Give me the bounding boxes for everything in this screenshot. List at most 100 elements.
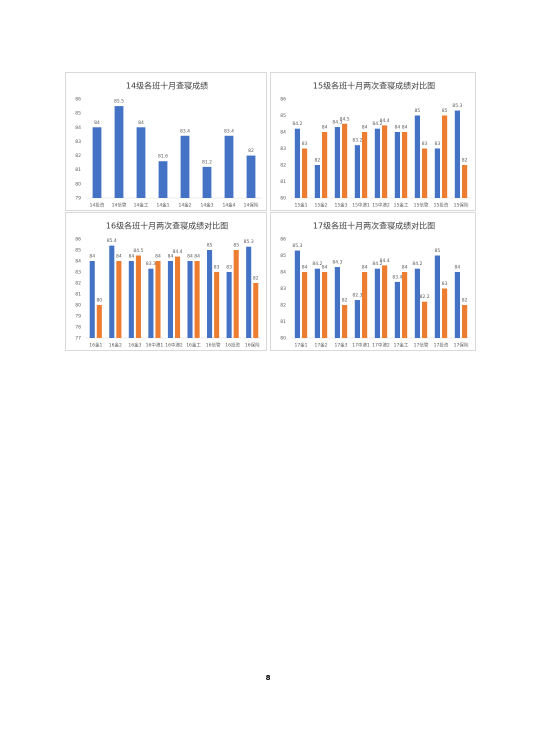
bar	[462, 305, 468, 338]
bar	[414, 115, 420, 198]
bar	[302, 148, 308, 198]
data-label: 85.3	[244, 239, 254, 245]
bar	[402, 272, 408, 338]
data-label: 84	[155, 254, 161, 260]
y-tick-label: 83	[280, 146, 286, 152]
y-tick-label: 82	[75, 281, 81, 287]
data-label: 85.5	[114, 99, 124, 105]
bar	[155, 261, 161, 338]
y-tick-label: 86	[75, 97, 81, 103]
data-label: 80	[96, 298, 102, 304]
y-tick-label: 82	[280, 163, 286, 169]
y-tick-label: 85	[75, 111, 81, 117]
chart-title: 15级各班十月两次查寝成绩对比图	[313, 81, 435, 91]
x-tick-label: 14信管	[112, 202, 127, 209]
y-tick-label: 82	[280, 303, 286, 309]
data-label: 83.3	[146, 261, 156, 267]
bar	[434, 148, 440, 198]
bar	[148, 268, 154, 338]
x-tick-label: 16金3	[128, 342, 141, 349]
bar	[253, 283, 259, 338]
data-label: 83	[214, 265, 220, 271]
y-tick-label: 86	[280, 97, 286, 103]
y-tick-label: 80	[75, 303, 81, 309]
data-label: 85	[435, 248, 441, 254]
bar	[462, 165, 468, 198]
data-label: 84	[116, 254, 122, 260]
data-label: 85	[442, 108, 448, 114]
x-tick-label: 17保险	[454, 342, 469, 349]
bar	[334, 267, 340, 338]
bar	[92, 127, 102, 198]
bar	[180, 135, 190, 198]
data-label: 83.4	[180, 128, 190, 134]
bar	[342, 305, 348, 338]
bar	[394, 281, 400, 338]
chart-title: 14级各班十月查寝成绩	[126, 81, 208, 91]
x-tick-label: 17中澳2	[372, 342, 390, 349]
x-tick-label: 15金1	[294, 202, 307, 209]
bar	[224, 135, 234, 198]
y-tick-label: 79	[75, 314, 81, 320]
bar	[187, 261, 193, 338]
data-label: 84	[322, 125, 328, 131]
bar	[214, 272, 220, 338]
data-label: 84	[362, 125, 368, 131]
data-label: 82	[462, 298, 468, 304]
data-label: 83	[442, 281, 448, 287]
data-label: 84.4	[380, 118, 390, 124]
x-tick-label: 16保险	[245, 342, 260, 349]
x-tick-label: 14金工	[134, 202, 149, 209]
data-label: 85	[415, 108, 421, 114]
data-label: 84.2	[412, 261, 422, 267]
y-tick-label: 79	[75, 196, 81, 202]
data-label: 82	[248, 148, 254, 154]
y-tick-label: 80	[280, 196, 286, 202]
y-tick-label: 80	[75, 181, 81, 187]
x-tick-label: 16信管	[206, 342, 221, 349]
data-label: 83.2	[352, 138, 362, 144]
y-tick-label: 81	[75, 167, 81, 173]
bar	[246, 246, 252, 338]
bar	[314, 165, 320, 198]
x-tick-label: 16金1	[89, 342, 102, 349]
bar	[194, 261, 200, 338]
bar	[136, 127, 146, 198]
bar	[374, 128, 380, 198]
bar	[294, 250, 300, 338]
x-tick-label: 17金1	[294, 342, 307, 349]
x-tick-label: 16投资	[225, 342, 240, 349]
bar	[342, 123, 348, 198]
data-label: 84.2	[292, 121, 302, 127]
data-label: 82	[253, 276, 259, 282]
x-tick-label: 15金2	[314, 202, 327, 209]
data-label: 83	[422, 141, 428, 147]
x-tick-label: 14金3	[200, 202, 213, 209]
x-tick-label: 14金2	[178, 202, 191, 209]
bar	[422, 148, 428, 198]
data-label: 84.2	[312, 261, 322, 267]
x-tick-label: 17信管	[414, 342, 429, 349]
bar	[434, 255, 440, 338]
data-label: 82.2	[420, 294, 430, 300]
data-label: 81.6	[158, 154, 168, 160]
bar	[314, 268, 320, 338]
bar	[109, 245, 115, 338]
data-label: 85	[233, 243, 239, 249]
data-label: 84	[362, 265, 368, 271]
data-label: 84	[187, 254, 193, 260]
x-tick-label: 17金3	[334, 342, 347, 349]
data-label: 84	[455, 265, 461, 271]
data-label: 84	[89, 254, 95, 260]
chart: 14级各班十月查寝成绩 79 80 81 82 83 84 85 86 14投资 84 14信管 85.…	[65, 72, 267, 211]
y-tick-label: 80	[280, 336, 286, 342]
data-label: 82.3	[352, 293, 362, 299]
x-tick-label: 15中澳2	[372, 202, 390, 209]
x-tick-label: 15投资	[434, 202, 449, 209]
data-label: 82	[462, 158, 468, 164]
bar	[402, 132, 408, 198]
bar	[442, 115, 448, 198]
y-tick-label: 85	[75, 248, 81, 254]
bar	[96, 305, 102, 338]
